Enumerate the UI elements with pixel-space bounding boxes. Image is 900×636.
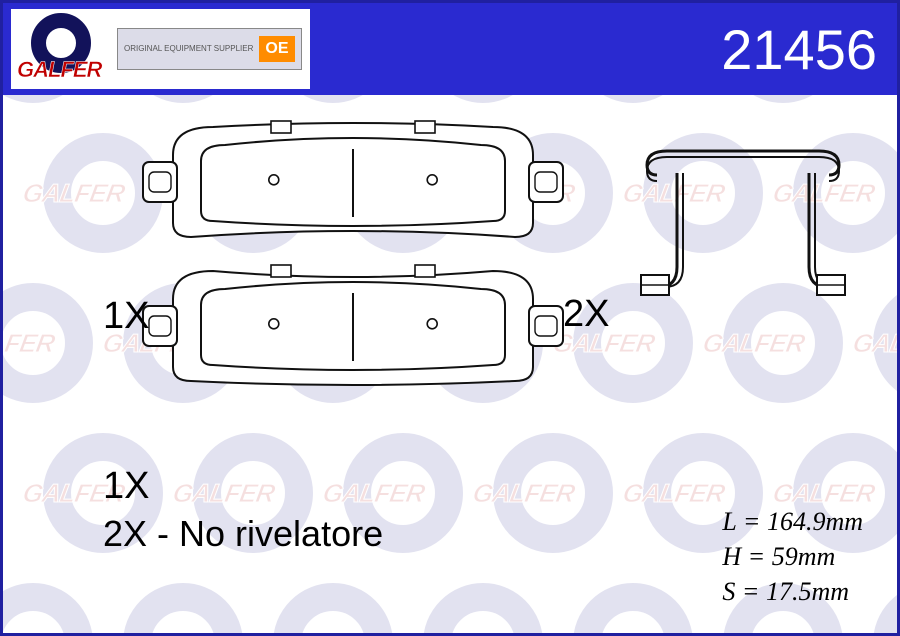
brand-logo-text: GALFER: [17, 57, 101, 83]
qty-label-pad-bottom: 1X: [103, 465, 149, 508]
oe-badge-box: OE: [259, 36, 294, 62]
oe-badge: ORIGINAL EQUIPMENT SUPPLIER OE: [117, 28, 302, 70]
brand-logo: GALFER: [19, 13, 109, 85]
brake-pad-top: [143, 121, 563, 237]
qty-label-clip: 2X: [563, 293, 609, 336]
dimension-L: L = 164.9mm: [722, 504, 863, 539]
dimension-S: S = 17.5mm: [722, 574, 863, 609]
qty-label-pad-top: 1X: [103, 295, 149, 338]
page-frame: GALFERGALFERGALFERGALFERGALFERGALFERGALF…: [0, 0, 900, 636]
retaining-clip: [641, 151, 845, 295]
header-bar: GALFER ORIGINAL EQUIPMENT SUPPLIER OE 21…: [3, 3, 897, 95]
part-number: 21456: [721, 17, 877, 82]
dimensions-block: L = 164.9mm H = 59mm S = 17.5mm: [722, 504, 863, 609]
content-area: 1X 1X 2X 2X - No rivelatore L = 164.9mm …: [3, 95, 897, 633]
logo-block: GALFER ORIGINAL EQUIPMENT SUPPLIER OE: [11, 9, 310, 89]
brake-pad-bottom: [143, 265, 563, 385]
oe-badge-text: ORIGINAL EQUIPMENT SUPPLIER: [124, 45, 253, 54]
note-no-rivelatore: 2X - No rivelatore: [103, 513, 383, 555]
dimension-H: H = 59mm: [722, 539, 863, 574]
